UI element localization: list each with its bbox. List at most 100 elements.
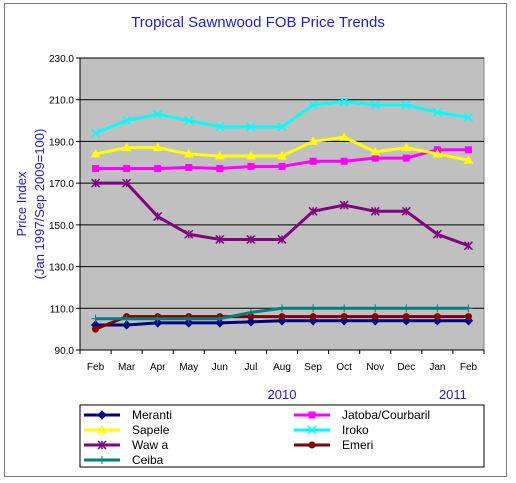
data-point-circle (402, 313, 410, 321)
x-tick-label: Sep (304, 362, 322, 373)
data-point-diamond (184, 318, 194, 328)
legend-item: Ceiba (84, 453, 164, 467)
data-point-triangle (339, 132, 350, 141)
legend-item: Iroko (294, 423, 369, 437)
data-point-x (184, 116, 194, 126)
y-tick-label: 190.0 (49, 137, 74, 148)
data-point-plus (340, 304, 349, 313)
marker-stroke (246, 122, 256, 132)
legend-box (79, 404, 485, 468)
data-point-x (122, 116, 132, 126)
legend-item: Meranti (84, 408, 172, 422)
data-point-triangle (90, 148, 101, 158)
data-point-plus (402, 304, 411, 313)
data-point-x (91, 128, 101, 138)
y-tick-label: 170.0 (49, 179, 74, 190)
x-tick-label: Dec (397, 362, 415, 373)
data-point-circle (278, 313, 286, 321)
data-point-plus (184, 314, 193, 323)
y-axis-label-line: (Jan 1997/Sep 2009=100) (32, 129, 47, 280)
marker-stroke (184, 116, 194, 126)
data-point-triangle (246, 151, 256, 160)
data-point-x (153, 109, 163, 119)
marker-stroke (91, 128, 101, 138)
marker-stroke (463, 112, 473, 122)
data-point-plus (98, 456, 106, 464)
x-tick-label: May (179, 362, 198, 373)
marker-stroke (432, 107, 442, 117)
data-point-x (215, 122, 225, 132)
data-point-square (278, 162, 286, 170)
marker-stroke (370, 100, 380, 110)
data-point-diamond (246, 317, 256, 327)
data-point-plus (91, 314, 100, 323)
data-point-plus (122, 314, 131, 323)
data-point-square (402, 154, 410, 162)
legend-item: Emeri (294, 438, 373, 452)
data-point-x (277, 122, 287, 132)
data-point-square (216, 165, 224, 173)
data-point-star (122, 178, 132, 188)
x-tick-label: Jun (212, 362, 228, 373)
y-tick-label: 150.0 (49, 221, 74, 232)
y-axis-label-line: Price Index (14, 171, 29, 237)
data-point-x (401, 100, 411, 110)
data-point-star (215, 234, 225, 244)
data-point-star (91, 178, 101, 188)
data-point-circle (92, 325, 100, 333)
x-tick-label: Aug (273, 362, 291, 373)
y-tick-label: 130.0 (49, 263, 74, 274)
data-point-diamond (121, 320, 132, 330)
data-point-triangle (97, 424, 107, 434)
data-point-plus (246, 308, 255, 317)
data-point-triangle (214, 151, 225, 160)
data-point-circle (340, 313, 348, 321)
y-axis-label: Price Index (Jan 1997/Sep 2009=100) (14, 129, 47, 280)
y-tick-label: 90.0 (55, 346, 75, 357)
data-point-star (184, 229, 194, 239)
data-point-plus (309, 304, 318, 313)
data-point-triangle (308, 136, 318, 145)
plot-area: 90.0 110.0 130.0 150.0 170.0 190.0 210.0 230.0 F… (14, 54, 485, 402)
x-tick-label: Mar (118, 362, 136, 373)
data-point-plus (433, 304, 442, 313)
data-point-circle (308, 441, 316, 449)
legend-label: Sapele (132, 423, 170, 437)
y-tick-label: 210.0 (49, 96, 74, 107)
series-ceiba (91, 304, 473, 323)
x-tick-label: Feb (460, 362, 478, 373)
data-point-star (246, 234, 256, 244)
data-point-circle (371, 313, 379, 321)
data-point-diamond (215, 318, 225, 328)
data-point-star (308, 206, 318, 216)
legend-label: Ceiba (132, 453, 164, 467)
data-point-star (153, 211, 163, 222)
series-iroko (91, 97, 473, 138)
legend-label: Waw a (132, 438, 169, 452)
data-point-square (247, 162, 255, 170)
data-point-x (339, 97, 349, 107)
marker-stroke (153, 109, 163, 119)
data-point-diamond (152, 318, 163, 328)
series-wawa (91, 178, 473, 251)
data-point-circle (247, 313, 255, 321)
data-point-star (339, 200, 349, 210)
legend-item: Jatoba/Courbaril (294, 408, 430, 422)
data-point-square (464, 146, 472, 154)
data-point-x (370, 100, 380, 110)
legend-label: Iroko (342, 423, 369, 437)
data-point-plus (464, 304, 473, 313)
x-tick-label: Oct (336, 362, 352, 373)
data-point-square (185, 164, 193, 171)
marker-stroke (308, 100, 318, 110)
data-point-x (432, 107, 442, 117)
x-tick-label: Feb (87, 362, 105, 373)
data-point-x (308, 100, 318, 110)
marker-stroke (215, 122, 225, 132)
legend-item: Waw a (84, 438, 169, 452)
data-point-plus (215, 314, 224, 323)
year-label: 2011 (439, 387, 467, 402)
legend-label: Emeri (342, 438, 373, 452)
x-tick-label: Jan (429, 362, 445, 373)
